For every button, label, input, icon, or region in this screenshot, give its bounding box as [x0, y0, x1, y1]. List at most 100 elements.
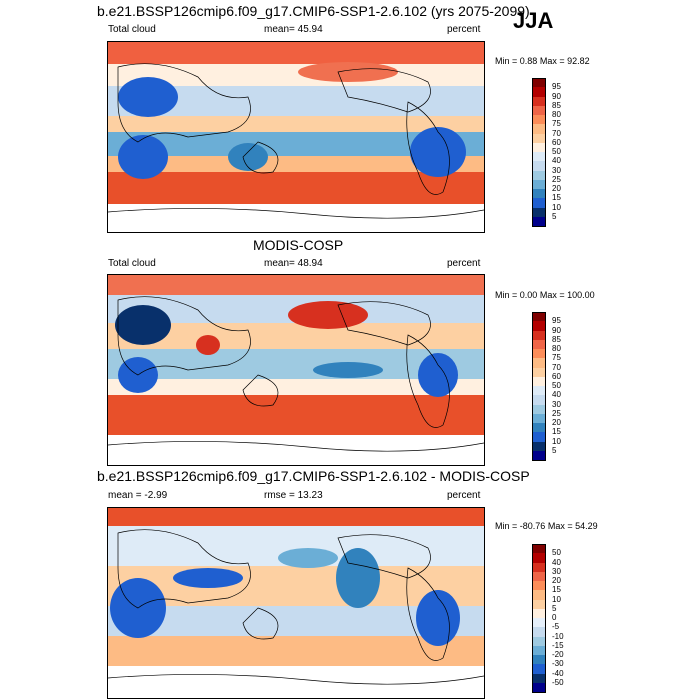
season-label: JJA: [513, 8, 554, 33]
colorbar-swatch: [532, 78, 546, 88]
colorbar-tick-label: 90: [552, 91, 561, 101]
panel-model-minmax: Min = 0.88 Max = 92.82: [495, 56, 590, 66]
min-label: Min =: [495, 290, 518, 300]
colorbar-swatch: [532, 432, 546, 442]
colorbar-swatch: [532, 645, 546, 656]
colorbar-swatch: [532, 321, 546, 331]
colorbar-swatch: [532, 207, 546, 218]
colorbar-swatch: [532, 581, 546, 591]
colorbar-swatch: [532, 152, 546, 162]
panel-obs-map: [107, 274, 485, 466]
colorbar-swatch: [532, 599, 546, 610]
colorbar-swatch: [532, 87, 546, 97]
colorbar-swatch: [532, 450, 546, 461]
colorbar-tick-label: 50: [552, 381, 561, 390]
colorbar-swatch: [532, 312, 546, 322]
max-label: Max =: [539, 290, 565, 300]
panel-diff-title: b.e21.BSSP126cmip6.f09_g17.CMIP6-SSP1-2.…: [97, 468, 530, 484]
panel-diff-units: percent: [447, 490, 481, 501]
colorbar-swatch: [532, 636, 546, 647]
map-obs-svg: [108, 275, 484, 465]
colorbar-swatch: [532, 189, 546, 199]
colorbar-tick-label: 5: [552, 211, 557, 221]
colorbar-swatch: [532, 627, 546, 637]
colorbar-tick-label: 40: [552, 557, 561, 567]
max-label: Max =: [539, 56, 565, 66]
panel-diff-map: [107, 507, 485, 699]
colorbar-swatch: [532, 170, 546, 181]
colorbar-swatch: [532, 664, 546, 674]
colorbar-tick-label: 40: [552, 390, 561, 400]
colorbar-swatch: [532, 124, 546, 134]
colorbar-swatch: [532, 105, 546, 116]
colorbar-tick-label: 75: [552, 119, 561, 129]
colorbar-swatch: [532, 349, 546, 359]
max-value: 92.82: [567, 56, 590, 66]
colorbar-tick-label: 60: [552, 137, 561, 147]
panel-obs-colorbar: 95 90 85 80 75 70 60 50 40 30 25 20 15 10 5: [532, 312, 592, 461]
colorbar-tick-label: 20: [552, 418, 561, 427]
colorbar-tick-label: 20: [552, 576, 561, 585]
colorbar-tick-label: 95: [552, 82, 561, 92]
min-value: 0.00: [519, 290, 538, 300]
colorbar-swatch: [532, 682, 546, 693]
colorbar-tick-label: 50: [552, 147, 561, 156]
panel-diff-rmse-value: 13.23: [297, 490, 323, 501]
colorbar-tick-label: 50: [552, 548, 561, 558]
colorbar-swatch: [532, 655, 546, 665]
colorbar-swatch: [532, 133, 546, 144]
panel-obs-units: percent: [447, 258, 481, 269]
colorbar-tick-label: -50: [552, 677, 564, 687]
colorbar-swatch: [532, 376, 546, 387]
min-value: 0.88: [519, 56, 538, 66]
colorbar-swatch: [532, 339, 546, 350]
colorbar-tick-label: -40: [552, 668, 564, 678]
colorbar-swatch: [532, 553, 546, 563]
max-value: 54.29: [575, 521, 598, 531]
colorbar-swatch: [532, 608, 546, 619]
colorbar-tick-label: 30: [552, 399, 561, 409]
panel-obs-mean-value: 48.94: [297, 258, 323, 269]
panel-diff-rmse: rmse = 13.23: [264, 490, 323, 501]
colorbar-tick-label: -5: [552, 622, 560, 632]
colorbar-tick-label: 15: [552, 585, 561, 595]
panel-obs-title: MODIS-COSP: [253, 237, 344, 253]
max-label: Max =: [547, 521, 573, 531]
colorbar-tick-label: 70: [552, 362, 561, 372]
colorbar-tick-label: -10: [552, 631, 564, 641]
colorbar-tick-label: 5: [552, 603, 557, 613]
min-value: -80.76: [519, 521, 546, 531]
colorbar-tick-label: 85: [552, 334, 561, 344]
colorbar-tick-label: -20: [552, 650, 564, 659]
panel-obs-mean: mean= 48.94: [264, 258, 323, 269]
panel-model-units: percent: [447, 24, 481, 35]
colorbar-swatch: [532, 386, 546, 396]
colorbar-tick-label: 30: [552, 566, 561, 576]
colorbar-tick-label: -30: [552, 659, 564, 669]
panel-obs-minmax: Min = 0.00 Max = 100.00: [495, 290, 595, 300]
min-label: Min =: [495, 56, 518, 66]
colorbar-swatch: [532, 179, 546, 190]
colorbar-swatch: [532, 673, 546, 684]
colorbar-swatch: [532, 618, 546, 628]
max-value: 100.00: [567, 290, 595, 300]
colorbar-tick-label: 80: [552, 110, 561, 119]
colorbar-tick-label: 10: [552, 594, 561, 604]
panel-model-mean: mean= 45.94: [264, 24, 323, 35]
colorbar-swatch: [532, 358, 546, 368]
colorbar-tick-label: 60: [552, 371, 561, 381]
colorbar-swatch: [532, 544, 546, 554]
colorbar-tick-label: -15: [552, 640, 564, 650]
panel-obs-mean-label: mean=: [264, 258, 295, 269]
colorbar-swatch: [532, 423, 546, 433]
map-model-svg: [108, 42, 484, 232]
colorbar-tick-label: 10: [552, 436, 561, 446]
colorbar-tick-label: 40: [552, 156, 561, 166]
panel-model-title: b.e21.BSSP126cmip6.f09_g17.CMIP6-SSP1-2.…: [97, 3, 530, 19]
panel-model-mean-label: mean=: [264, 24, 295, 35]
colorbar-tick-label: 95: [552, 316, 561, 326]
min-label: Min =: [495, 521, 518, 531]
panel-diff-mean: mean = -2.99: [108, 490, 168, 501]
colorbar-tick-label: 75: [552, 353, 561, 363]
map-diff-svg: [108, 508, 484, 698]
